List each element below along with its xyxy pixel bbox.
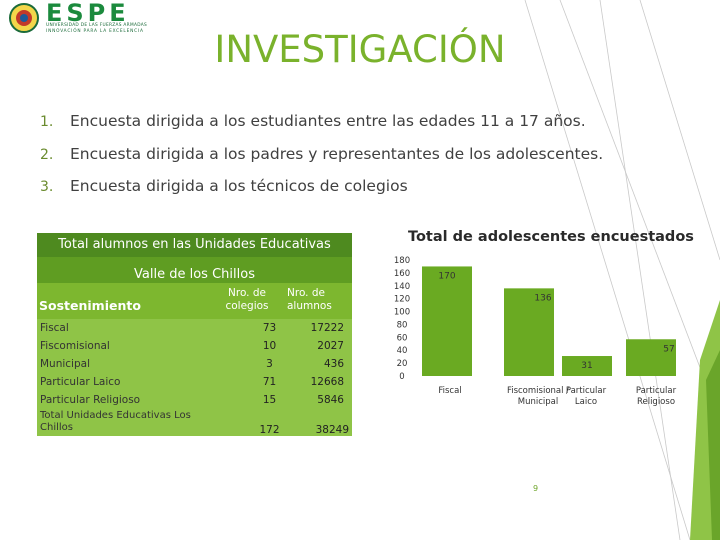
table-total-row: Total Unidades Educativas Los Chillos 17… (37, 408, 352, 436)
row-alumnos: 5846 (317, 394, 344, 406)
row-label: Particular Laico (40, 376, 121, 388)
seal-icon (9, 3, 39, 33)
table-subtitle: Valle de los Chillos (37, 257, 352, 283)
column-header-colegios: Nro. de colegios (225, 287, 269, 312)
y-tick-label: 60 (397, 333, 408, 343)
list-text: Encuesta dirigida a los padres y represe… (70, 145, 604, 163)
data-label: 57 (663, 344, 674, 354)
row-colegios: 3 (266, 358, 273, 370)
column-header-sostenimiento: Sostenimiento (39, 298, 141, 313)
row-label: Particular Religioso (40, 394, 141, 406)
slide-number: 9 (533, 484, 539, 493)
page-title: INVESTIGACIÓN (214, 28, 506, 71)
x-tick-label: Fiscomisional / Municipal (507, 386, 569, 407)
y-tick-label: 80 (397, 320, 408, 330)
chart-title: Total de adolescentes encuestados (408, 229, 694, 245)
data-label: 136 (534, 293, 551, 303)
table-row: Fiscal 73 17222 (37, 319, 352, 337)
row-colegios: 10 (262, 340, 277, 352)
list-number: 3. (40, 179, 54, 195)
list-number: 2. (40, 147, 54, 163)
row-colegios: 71 (262, 376, 277, 388)
table-title: Total alumnos en las Unidades Educativas (37, 233, 352, 257)
bar (422, 266, 472, 376)
list-number: 1. (40, 114, 54, 130)
row-alumnos: 436 (323, 358, 344, 370)
column-header-alumnos: Nro. de alumnos (287, 287, 332, 312)
row-label: Fiscal (40, 322, 69, 334)
bar (626, 339, 676, 376)
y-tick-label: 40 (397, 346, 408, 356)
total-label: Total Unidades Educativas Los Chillos (40, 410, 191, 433)
row-alumnos: 12668 (310, 376, 344, 388)
table-row: Particular Religioso 15 5846 (37, 391, 352, 409)
row-alumnos: 2027 (317, 340, 344, 352)
row-alumnos: 17222 (310, 322, 344, 334)
logo-wordmark: ESPE (46, 0, 130, 27)
logo-tagline-1: UNIVERSIDAD DE LAS FUERZAS ARMADAS (46, 23, 147, 28)
data-label: 31 (581, 361, 592, 371)
list-item: 1. Encuesta dirigida a los estudiantes en… (40, 112, 586, 130)
y-tick-label: 140 (394, 282, 410, 292)
espe-logo: ESPE UNIVERSIDAD DE LAS FUERZAS ARMADAS … (8, 0, 183, 34)
y-tick-label: 120 (394, 295, 410, 305)
row-label: Fiscomisional (40, 340, 110, 352)
y-tick-label: 160 (394, 269, 410, 279)
table-header: Sostenimiento Nro. de colegios Nro. de a… (37, 283, 352, 319)
list-item: 2. Encuesta dirigida a los padres y repre… (40, 145, 603, 163)
total-colegios: 172 (259, 424, 280, 436)
list-text: Encuesta dirigida a los técnicos de cole… (70, 177, 408, 195)
row-colegios: 73 (262, 322, 277, 334)
data-label: 170 (438, 271, 455, 281)
x-tick-label: Particular Religioso (636, 386, 677, 407)
logo-tagline-2: INNOVACIÓN PARA LA EXCELENCIA (46, 29, 144, 34)
y-tick-label: 100 (394, 308, 410, 318)
total-alumnos: 38249 (315, 424, 349, 436)
bar (504, 288, 554, 376)
bar (562, 356, 612, 376)
row-label: Municipal (40, 358, 90, 370)
y-tick-label: 20 (397, 359, 408, 369)
row-colegios: 15 (262, 394, 277, 406)
list-item: 3. Encuesta dirigida a los técnicos de co… (40, 177, 408, 195)
y-tick-label: 180 (394, 256, 410, 266)
table-row: Fiscomisional 10 2027 (37, 337, 352, 355)
y-tick-label: 0 (399, 372, 404, 382)
x-tick-label: Fiscal (438, 386, 461, 396)
x-tick-label: Particular Laico (566, 386, 607, 407)
list-text: Encuesta dirigida a los estudiantes entr… (70, 112, 586, 130)
table-row: Municipal 3 436 (37, 355, 352, 373)
table-row: Particular Laico 71 12668 (37, 373, 352, 391)
bar-chart: 180 160 140 120 100 80 60 40 20 0 170 136 31 57 Fiscal… (394, 256, 677, 407)
